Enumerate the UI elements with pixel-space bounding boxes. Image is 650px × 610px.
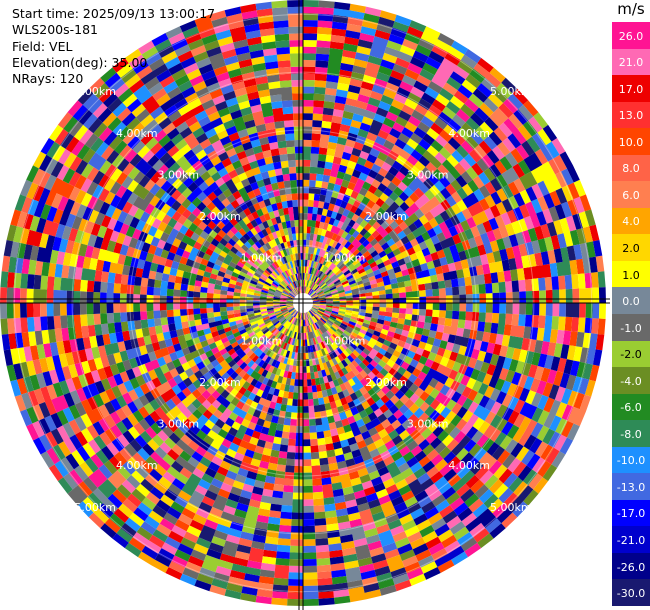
instrument-label: WLS200s-181 xyxy=(12,22,98,38)
range-ring-label: 3.00km xyxy=(158,418,200,431)
range-ring-label: 3.00km xyxy=(158,168,200,181)
colorbar-tick-label: 4.0 xyxy=(622,215,640,229)
colorbar-segment xyxy=(612,473,650,501)
colorbar-tick-label: 10.0 xyxy=(618,135,644,149)
velocity-gate-group xyxy=(0,13,596,607)
range-ring-label: 1.00km xyxy=(241,335,283,348)
colorbar-segment xyxy=(612,552,650,580)
colorbar-segment xyxy=(612,446,650,474)
colorbar-tick-label: -26.0 xyxy=(616,560,646,574)
colorbar-tick-label: -2.0 xyxy=(620,348,642,362)
range-ring-label: 2.00km xyxy=(199,376,241,389)
range-ring-label: 2.00km xyxy=(365,376,407,389)
colorbar-tick-label: 26.0 xyxy=(618,29,644,43)
range-ring-label: 5.00km xyxy=(490,85,532,98)
colorbar-tick-label: 0.0 xyxy=(622,295,640,309)
colorbar-segment xyxy=(612,48,650,76)
velocity-gate-group xyxy=(26,36,593,580)
colorbar-segment xyxy=(612,287,650,315)
colorbar-segment xyxy=(612,101,650,129)
range-ring-label: 5.00km xyxy=(490,501,532,514)
colorbar-tick-label: 2.0 xyxy=(622,241,640,255)
colorbar-tick-label: -4.0 xyxy=(620,374,642,388)
colorbar-tick-label: 1.0 xyxy=(622,268,640,282)
field-label: Field: VEL xyxy=(12,38,73,54)
colorbar-segment xyxy=(612,526,650,554)
velocity-gate-group xyxy=(0,7,592,585)
colorbar-segment xyxy=(612,499,650,527)
colorbar-segment xyxy=(612,207,650,235)
scan-info: Start time: 2025/09/13 13:00:17 WLS200s-… xyxy=(12,6,215,87)
ppi-plot: 1.00km 1.00km 1.00km 1.00km 2.00km 2.00km 2.00… xyxy=(0,0,610,610)
velocity-gate-group xyxy=(1,10,599,598)
colorbar-segment xyxy=(612,340,650,368)
range-ring-label: 4.00km xyxy=(116,127,158,140)
range-ring-label: 1.00km xyxy=(324,335,366,348)
colorbar-segment xyxy=(612,260,650,288)
range-ring-label: 5.00km xyxy=(74,501,116,514)
colorbar-tick-label: -10.0 xyxy=(616,454,646,468)
colorbar-segment xyxy=(612,314,650,342)
range-ring-label: 1.00km xyxy=(241,251,283,264)
colorbar-tick-label: -17.0 xyxy=(616,507,646,521)
elevation-label: Elevation(deg): 35.00 xyxy=(12,54,148,70)
colorbar-tick-label: -21.0 xyxy=(616,533,646,547)
range-ring-label: 3.00km xyxy=(407,418,449,431)
range-ring-label: 4.00km xyxy=(448,459,490,472)
velocity-gate-group xyxy=(13,6,593,605)
colorbar-tick-label: -6.0 xyxy=(620,401,642,415)
colorbar-tick-label: -8.0 xyxy=(620,427,642,441)
colorbar-tick-label: 8.0 xyxy=(622,162,640,176)
colorbar-tick-label: 13.0 xyxy=(618,109,644,123)
range-ring-label: 5.00km xyxy=(74,85,116,98)
colorbar-tick-label: -1.0 xyxy=(620,321,642,335)
range-ring-label: 4.00km xyxy=(448,127,490,140)
colorbar-tick-label: 21.0 xyxy=(618,56,644,70)
range-ring-label: 2.00km xyxy=(199,210,241,223)
range-ring-label: 3.00km xyxy=(407,168,449,181)
colorbar: 26.0 21.0 17.0 13.0 10.0 8.0 6.0 4.0 2.0 1.0 0.0 -1… xyxy=(612,22,650,607)
colorbar-segment xyxy=(612,393,650,421)
colorbar-segment xyxy=(612,420,650,448)
colorbar-segment xyxy=(612,128,650,156)
colorbar-unit: m/s xyxy=(617,0,645,18)
colorbar-tick-label: -13.0 xyxy=(616,480,646,494)
colorbar-segment xyxy=(612,22,650,50)
colorbar-segment xyxy=(612,181,650,209)
velocity-gate-group xyxy=(6,0,590,596)
colorbar-tick-label: 17.0 xyxy=(618,82,644,96)
start-time-label: Start time: 2025/09/13 13:00:17 xyxy=(12,6,216,21)
velocity-gate-group xyxy=(13,0,568,573)
nrays-label: NRays: 120 xyxy=(12,71,84,87)
colorbar-segment xyxy=(612,154,650,182)
range-ring-label: 4.00km xyxy=(116,459,158,472)
colorbar-segment xyxy=(612,234,650,262)
colorbar-segment xyxy=(612,75,650,103)
colorbar-segment xyxy=(612,579,650,607)
colorbar-segment xyxy=(612,367,650,395)
colorbar-tick-label: -30.0 xyxy=(616,587,646,600)
range-ring-label: 1.00km xyxy=(324,251,366,264)
colorbar-tick-label: 6.0 xyxy=(622,188,640,202)
range-ring-label: 2.00km xyxy=(365,210,407,223)
